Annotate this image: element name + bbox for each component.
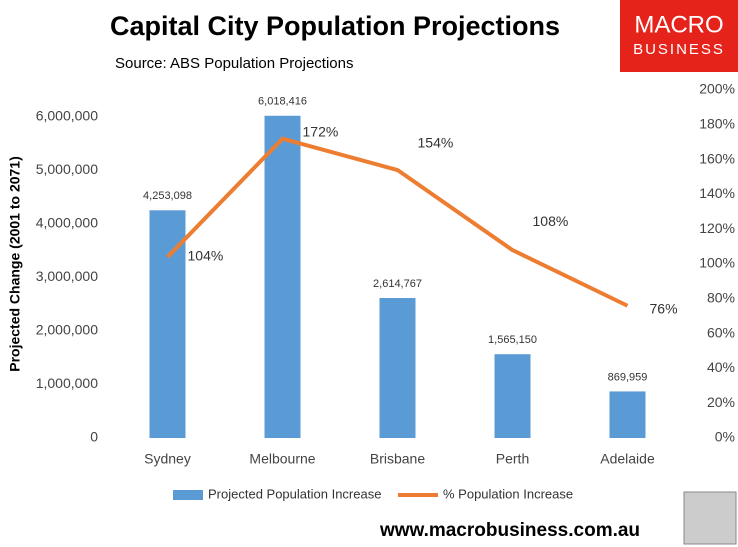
y2-tick-label: 100% [699,255,735,271]
bar [264,115,301,438]
footer-url: www.macrobusiness.com.au [379,520,640,541]
y2-tick-label: 120% [699,220,735,236]
y-axis-title: Projected Change (2001 to 2071) [7,156,23,372]
brand-logo [620,0,738,72]
chart-subtitle: Source: ABS Population Projections [115,55,353,72]
y2-tick-label: 0% [715,429,735,445]
y2-tick-label: 40% [707,359,735,375]
legend-label: Projected Population Increase [208,486,381,501]
y-tick-label: 6,000,000 [36,107,98,123]
brand-line1: MACRO [634,11,723,38]
x-tick-label: Sydney [144,451,191,467]
y2-tick-label: 200% [699,81,735,97]
y-tick-label: 4,000,000 [36,215,98,231]
chart-title: Capital City Population Projections [110,11,560,41]
legend-label: % Population Increase [443,486,573,501]
y-tick-label: 0 [90,429,98,445]
y2-tick-label: 140% [699,185,735,201]
bar-value-label: 1,565,150 [488,334,537,346]
line-value-label: 76% [650,300,678,316]
y2-tick-label: 80% [707,290,735,306]
y-tick-label: 2,000,000 [36,322,98,338]
line [166,136,629,308]
wolf-image [683,491,737,545]
bar-value-label: 869,959 [608,371,648,383]
line-value-label: 154% [418,135,454,151]
bar [379,298,416,438]
bar-value-label: 4,253,098 [143,190,192,202]
y-tick-label: 3,000,000 [36,268,98,284]
line-value-label: 172% [303,123,339,139]
y2-tick-label: 60% [707,324,735,340]
bar [494,354,531,438]
legend-swatch [173,490,203,500]
y-tick-label: 1,000,000 [36,375,98,391]
y2-tick-label: 160% [699,150,735,166]
y2-tick-label: 20% [707,394,735,410]
y-tick-label: 5,000,000 [36,161,98,177]
bar-value-label: 2,614,767 [373,278,422,290]
brand-line2: BUSINESS [633,41,725,58]
bar-value-label: 6,018,416 [258,96,307,108]
y2-tick-label: 180% [699,116,735,132]
x-tick-label: Melbourne [249,451,315,467]
x-tick-label: Perth [496,451,529,467]
line-value-label: 108% [533,213,569,229]
bar [149,210,186,438]
x-tick-label: Adelaide [600,451,655,467]
bar [609,391,646,438]
x-tick-label: Brisbane [370,451,425,467]
line-value-label: 104% [188,248,224,264]
